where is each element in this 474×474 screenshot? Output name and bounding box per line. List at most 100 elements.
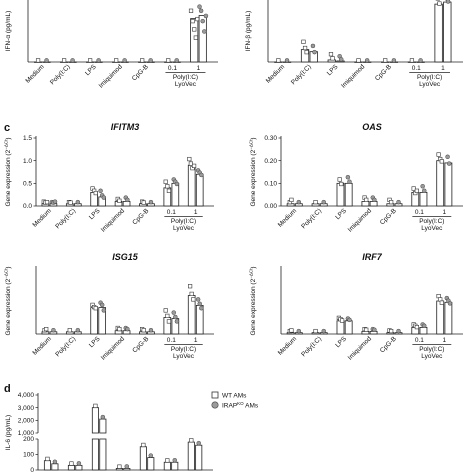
data-point-irap — [101, 308, 107, 313]
bar — [187, 441, 195, 471]
data-point-wt — [414, 188, 419, 193]
bar — [139, 446, 147, 471]
bar — [198, 15, 207, 63]
bar — [122, 201, 131, 207]
data-point-wt — [313, 200, 318, 205]
data-point-irap — [96, 58, 101, 63]
data-point-wt — [188, 161, 193, 166]
data-point-irap — [124, 464, 130, 469]
x-tick-label: Poly(I:C) — [54, 207, 77, 230]
data-point-wt — [165, 184, 170, 189]
x-tick-label: 0.1 — [412, 65, 421, 72]
group-label-line1: Poly(I:C) — [417, 74, 442, 81]
data-point-wt — [289, 328, 294, 333]
data-point-wt — [191, 163, 197, 168]
data-point-irap — [195, 297, 201, 302]
y-axis-label-sup: −ΔCt — [249, 139, 254, 150]
y-tick-label: 0 — [30, 467, 34, 474]
data-point-irap — [321, 328, 326, 334]
bar — [444, 162, 453, 207]
bar-lower — [99, 438, 107, 471]
data-point-wt — [187, 284, 193, 289]
x-tick-label: Medium — [277, 207, 298, 228]
data-point-wt — [389, 200, 394, 205]
legend-irap-sup: KO — [237, 401, 244, 406]
bar-upper — [99, 418, 107, 434]
data-point-wt — [389, 328, 394, 334]
data-point-wt — [163, 179, 168, 184]
data-point-wt — [93, 403, 98, 408]
bar — [51, 463, 59, 471]
bar — [195, 173, 204, 207]
y-axis-label-main: Gene expression (2 — [5, 149, 12, 206]
data-point-wt — [339, 318, 345, 323]
data-point-wt — [339, 181, 344, 187]
data-point-wt — [189, 291, 194, 297]
data-point-irap — [202, 29, 207, 34]
data-point-wt — [117, 198, 122, 203]
bar — [444, 301, 453, 335]
data-point-wt — [304, 50, 309, 55]
data-point-wt — [141, 328, 146, 333]
bar — [171, 461, 179, 471]
x-tick-label: Poly(I:C) — [290, 63, 313, 86]
data-point-irap — [445, 0, 451, 4]
bar — [336, 182, 345, 207]
x-tick-label: LPS — [84, 63, 98, 77]
data-point-wt — [437, 1, 442, 6]
y-axis-label-main: Gene expression (2 — [250, 278, 257, 335]
data-point-irap — [51, 327, 56, 333]
data-point-irap — [447, 301, 453, 306]
bar — [98, 307, 107, 335]
data-point-wt — [44, 326, 49, 332]
chart-title: ISG15 — [112, 252, 139, 262]
bar — [443, 1, 452, 63]
x-tick-label: Medium — [277, 335, 298, 356]
data-point-irap — [345, 174, 351, 180]
x-tick-label: 0.1 — [415, 337, 424, 344]
bar — [43, 460, 51, 471]
y-tick-label: 0.30 — [264, 135, 277, 142]
data-point-irap — [339, 57, 344, 62]
legend-irap-main: IRAP — [222, 403, 237, 410]
group-label-line2: LyoVec — [421, 353, 443, 360]
data-point-wt — [45, 456, 50, 462]
data-point-irap — [75, 199, 81, 205]
x-tick-label: 0.1 — [167, 337, 176, 344]
data-point-irap — [312, 49, 317, 55]
data-point-irap — [418, 58, 423, 63]
data-point-irap — [99, 302, 105, 308]
data-point-wt — [301, 39, 306, 44]
bar-lower — [91, 438, 99, 471]
group-label-line1: Poly(I:C) — [173, 74, 198, 81]
bar — [361, 201, 370, 207]
data-point-wt — [117, 464, 122, 469]
data-point-irap — [284, 58, 290, 63]
data-point-irap — [199, 172, 204, 178]
x-tick-label: Poly(I:C) — [54, 335, 77, 358]
data-point-irap — [101, 195, 107, 200]
x-tick-label: 1 — [442, 209, 446, 216]
data-point-irap — [98, 188, 103, 194]
data-point-irap — [174, 319, 180, 324]
x-tick-label: CpG-B — [374, 63, 393, 82]
x-tick-label: Medium — [32, 335, 53, 356]
group-label-line2: LyoVec — [173, 225, 195, 232]
data-point-irap — [347, 179, 352, 184]
x-tick-label: 0.1 — [168, 65, 177, 72]
data-point-irap — [364, 58, 370, 63]
bar — [336, 320, 345, 335]
y-axis-label: Gene expression (2−ΔCt) — [4, 137, 13, 206]
data-point-irap — [125, 326, 130, 332]
data-point-irap — [100, 414, 106, 420]
x-tick-label: Medium — [265, 63, 286, 84]
group-label-line1: Poly(I:C) — [419, 346, 444, 353]
data-point-irap — [199, 305, 204, 311]
data-point-wt — [189, 438, 194, 443]
x-tick-label: 1 — [197, 65, 201, 72]
chart-oas: 0.00 0.10 0.20 0.30 Gene expression (2−ΔCt) O… — [249, 122, 463, 234]
chart-ifnb: IFN-β (pg/mL)Medium Poly(I:C) LPS Imiquimod… — [245, 0, 463, 90]
